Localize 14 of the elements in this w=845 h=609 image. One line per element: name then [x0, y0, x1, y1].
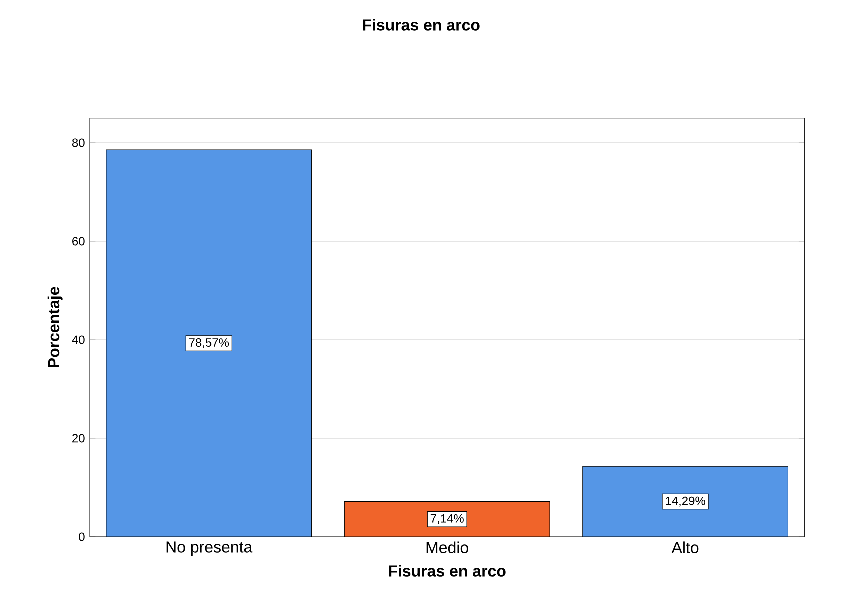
chart-title: Fisuras en arco [363, 19, 480, 31]
y-tick-label: 60 [72, 237, 85, 246]
y-tick-label: 0 [79, 532, 85, 542]
y-tick-label: 40 [72, 336, 85, 344]
x-tick-label: Medio [426, 542, 468, 554]
y-axis-title: Porcentaje [48, 287, 63, 368]
x-tick-label: No presenta [166, 542, 253, 556]
x-tick-label: Alto [672, 542, 699, 554]
data-label: 14,29% [666, 496, 706, 507]
x-axis-title: Fisuras en arco [389, 565, 506, 577]
data-label: 7,14% [430, 514, 464, 524]
data-label: 78,57% [189, 338, 230, 348]
y-tick-label: 80 [72, 138, 85, 148]
y-tick-label: 20 [72, 434, 85, 443]
